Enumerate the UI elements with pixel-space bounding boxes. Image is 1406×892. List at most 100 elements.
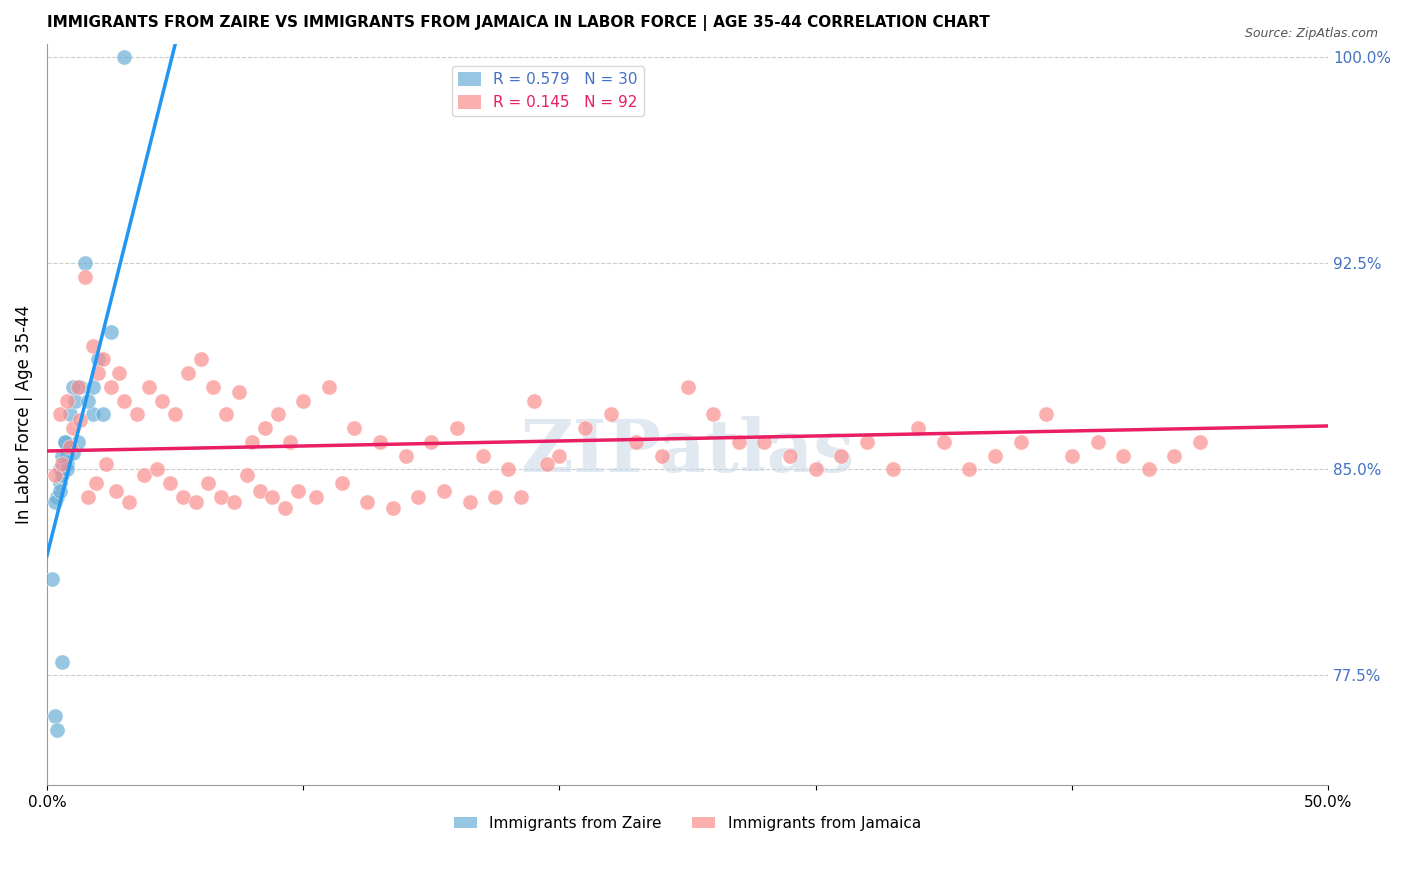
Point (368, 434, 391, 449)
Point (1010, 434, 1032, 449)
Point (82, 339, 104, 353)
Point (318, 380, 340, 394)
Point (48, 462, 70, 476)
Point (82, 380, 104, 394)
Point (44, 495, 66, 509)
Point (1188, 434, 1211, 449)
Point (51, 457, 73, 471)
Point (343, 421, 366, 435)
Point (830, 449, 852, 463)
Point (91, 408, 114, 422)
Point (228, 385, 250, 400)
Point (184, 495, 207, 509)
Point (51, 655, 73, 669)
Point (856, 434, 879, 449)
Point (202, 380, 225, 394)
Point (138, 380, 160, 394)
Point (932, 434, 955, 449)
Point (907, 421, 929, 435)
Point (484, 490, 506, 504)
Point (62, 446, 84, 460)
Point (48, 476, 70, 491)
Text: IMMIGRANTS FROM ZAIRE VS IMMIGRANTS FROM JAMAICA IN LABOR FORCE | AGE 35-44 CORR: IMMIGRANTS FROM ZAIRE VS IMMIGRANTS FROM… (46, 15, 990, 31)
Point (209, 490, 232, 504)
Point (51, 449, 73, 463)
Point (150, 393, 173, 408)
Point (159, 476, 181, 491)
Point (779, 449, 801, 463)
Point (882, 462, 904, 476)
Point (87, 366, 110, 380)
Point (53, 434, 76, 449)
Point (107, 366, 129, 380)
Point (46, 723, 69, 738)
Point (105, 484, 128, 499)
Point (59, 440, 82, 454)
Point (804, 462, 827, 476)
Point (253, 421, 276, 435)
Point (395, 449, 418, 463)
Point (146, 462, 169, 476)
Point (59, 408, 82, 422)
Point (496, 462, 519, 476)
Y-axis label: In Labor Force | Age 35-44: In Labor Force | Age 35-44 (15, 305, 32, 524)
Point (56, 457, 79, 471)
Point (626, 434, 648, 449)
Point (458, 495, 481, 509)
Point (190, 352, 212, 367)
Point (56, 462, 79, 476)
Point (177, 366, 200, 380)
Point (197, 476, 219, 491)
Point (82, 408, 104, 422)
Point (215, 408, 238, 422)
Point (984, 449, 1007, 463)
Point (1163, 449, 1185, 463)
Point (75, 256, 97, 270)
Point (84, 476, 107, 491)
Point (651, 449, 673, 463)
Point (676, 380, 699, 394)
Point (63, 393, 86, 408)
Point (53, 434, 76, 449)
Point (163, 408, 186, 422)
Point (100, 325, 122, 339)
Point (433, 484, 456, 499)
Point (91, 352, 114, 367)
Point (1060, 449, 1083, 463)
Point (278, 434, 301, 449)
Point (48, 408, 70, 422)
Point (112, 50, 135, 64)
Point (420, 434, 443, 449)
Point (77, 393, 100, 408)
Point (44, 709, 66, 723)
Point (292, 393, 315, 408)
Point (249, 484, 271, 499)
Point (305, 490, 328, 504)
Point (62, 421, 84, 435)
Point (222, 495, 245, 509)
Point (87, 352, 110, 367)
Text: Source: ZipAtlas.com: Source: ZipAtlas.com (1244, 27, 1378, 40)
Point (112, 393, 135, 408)
Point (69, 380, 91, 394)
Point (471, 449, 494, 463)
Point (287, 484, 309, 499)
Point (727, 434, 749, 449)
Point (100, 380, 122, 394)
Point (408, 490, 430, 504)
Point (1035, 408, 1057, 422)
Point (66, 380, 89, 394)
Text: ZIPatlas: ZIPatlas (520, 416, 855, 487)
Point (274, 500, 297, 515)
Point (69, 413, 91, 427)
Point (94, 457, 117, 471)
Point (56, 393, 79, 408)
Point (266, 408, 288, 422)
Point (46, 490, 69, 504)
Point (1087, 434, 1109, 449)
Point (548, 449, 571, 463)
Point (66, 434, 89, 449)
Point (599, 408, 621, 422)
Point (56, 449, 79, 463)
Point (446, 421, 468, 435)
